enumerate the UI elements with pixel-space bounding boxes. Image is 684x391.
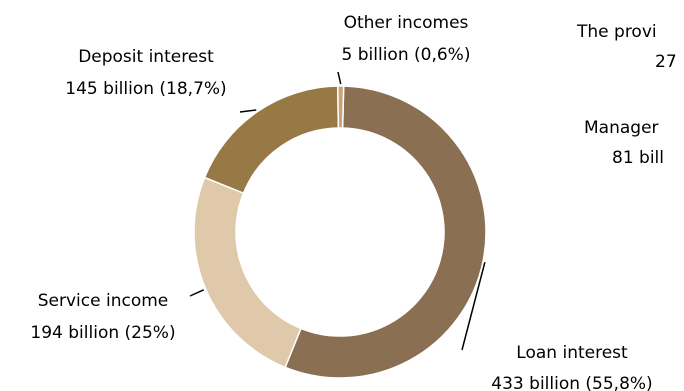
partial-label-management-line1: Manager [584,118,659,138]
slice-loan-interest [284,85,487,379]
slice-value-other-incomes: 5 billion (0,6%) [342,45,471,65]
slice-name-other-incomes: Other incomes [344,13,469,33]
slice-value-service-income: 194 billion (25%) [30,323,175,343]
leader-lines [189,71,486,351]
slice-service-income [193,176,302,369]
leader-line-loan-interest [461,261,486,351]
slice-name-service-income: Service income [38,291,169,311]
leader-line-other-incomes [337,71,342,85]
partial-label-provisions-line1: The provi [576,22,657,42]
slice-other-incomes [337,85,345,129]
slice-deposit-interest [203,85,340,195]
leader-line-service-income [189,289,205,297]
slice-value-deposit-interest: 145 billion (18,7%) [65,79,226,99]
slice-name-loan-interest: Loan interest [516,343,628,363]
slice-name-deposit-interest: Deposit interest [78,47,214,67]
donut-slices [193,85,487,379]
partial-label-management-line2: 81 bill [612,148,664,168]
partial-label-provisions-line2: 27 [655,52,677,72]
slice-value-loan-interest: 433 billion (55,8%) [491,374,652,391]
leader-line-deposit-interest [239,109,257,113]
